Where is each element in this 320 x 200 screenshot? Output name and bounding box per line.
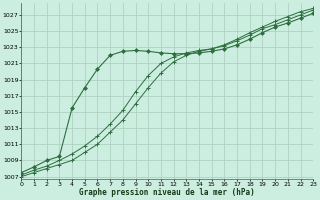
X-axis label: Graphe pression niveau de la mer (hPa): Graphe pression niveau de la mer (hPa) [79,188,255,197]
